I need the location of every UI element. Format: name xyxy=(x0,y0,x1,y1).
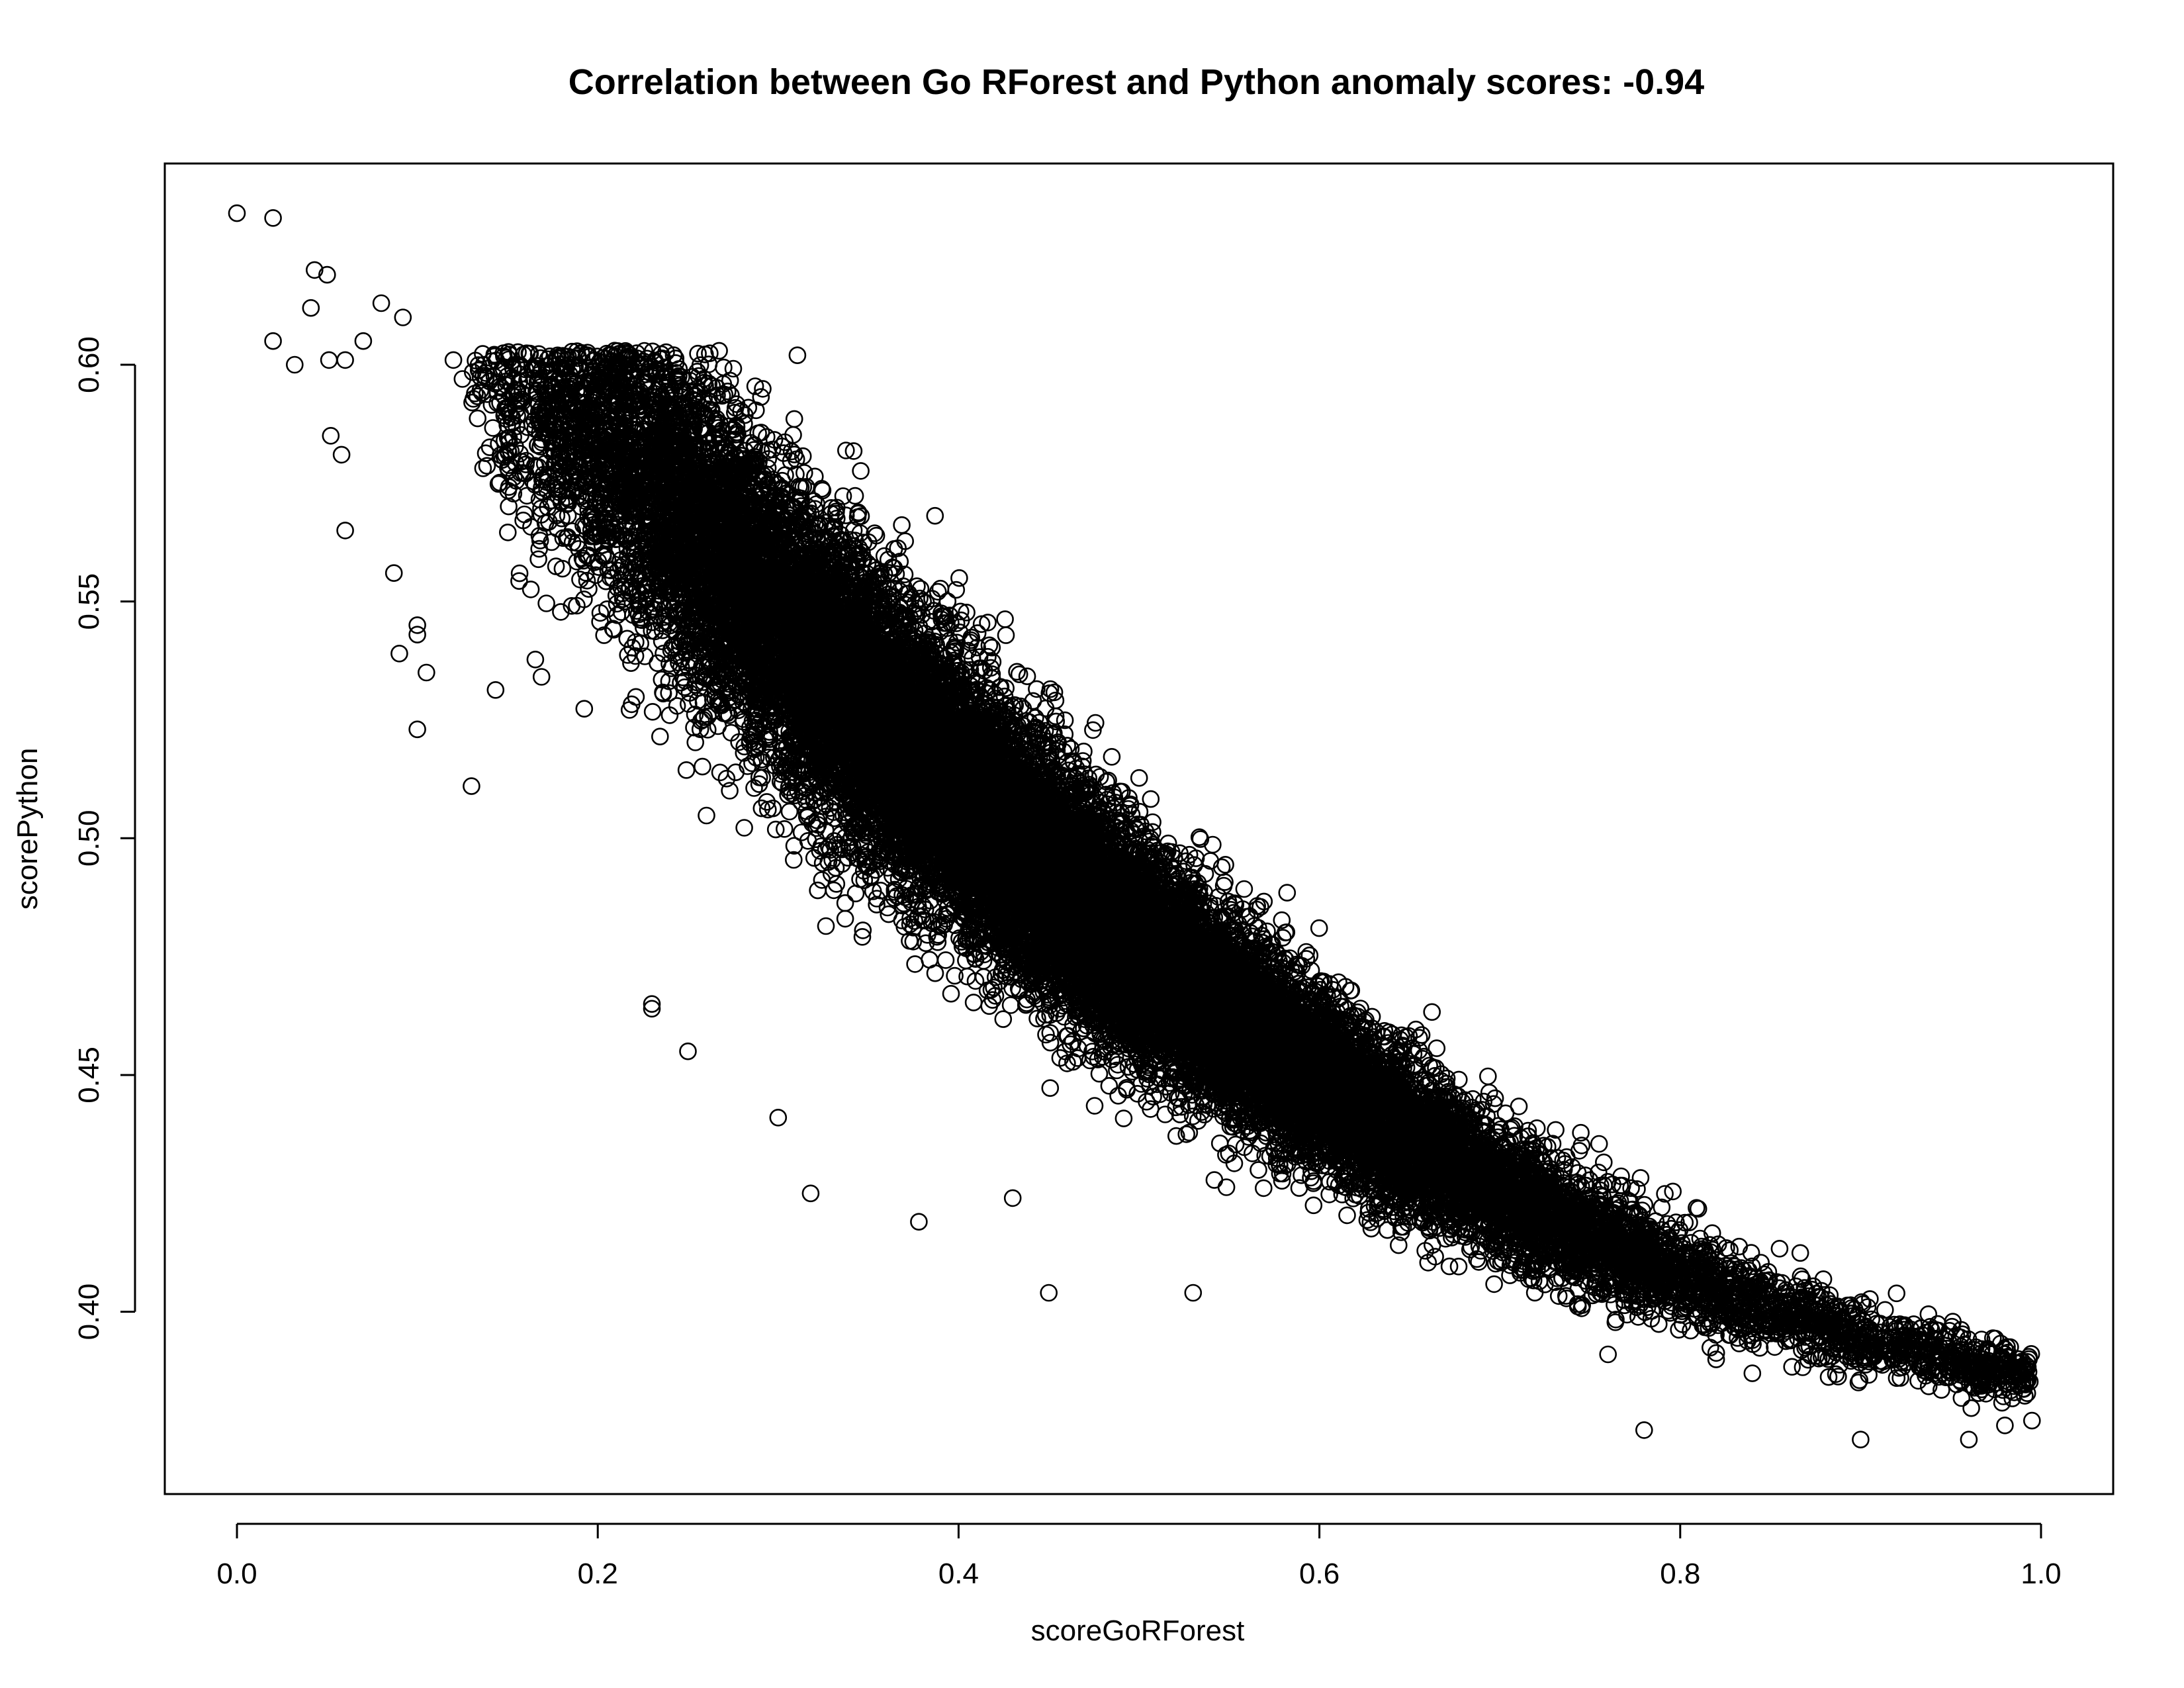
data-point xyxy=(994,1010,1013,1028)
data-point xyxy=(651,727,669,745)
data-point xyxy=(1142,790,1160,808)
data-point xyxy=(836,894,854,912)
data-point xyxy=(758,793,776,811)
plot-area-frame xyxy=(163,162,2115,1495)
data-point xyxy=(1770,1240,1789,1258)
data-point xyxy=(1423,1003,1441,1021)
data-point xyxy=(1205,1171,1224,1189)
data-points xyxy=(228,204,2041,1448)
data-point xyxy=(575,700,594,718)
data-point xyxy=(643,703,662,721)
data-point xyxy=(1225,1154,1244,1172)
data-point xyxy=(746,377,764,395)
chart-title: Correlation between Go RForest and Pytho… xyxy=(569,62,1704,102)
data-point xyxy=(780,802,799,821)
data-point xyxy=(1235,880,1253,898)
data-point xyxy=(852,462,870,480)
data-point xyxy=(1120,789,1138,807)
